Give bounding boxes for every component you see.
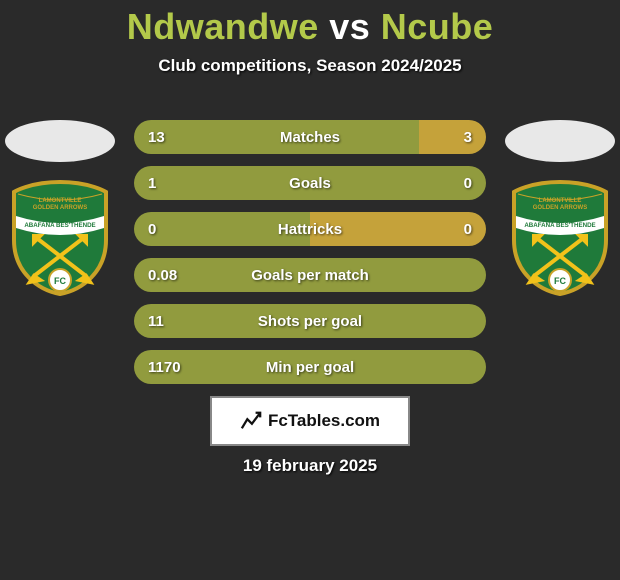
stat-row: 133Matches [134, 120, 486, 154]
brand-badge: FcTables.com [210, 396, 410, 446]
brand-text: FcTables.com [268, 411, 380, 431]
club-badge-right: LAMONTVILLE GOLDEN ARROWS ABAFANA BES'TH… [510, 180, 610, 296]
stat-label: Shots per goal [134, 313, 486, 330]
stat-label: Min per goal [134, 359, 486, 376]
svg-text:FC: FC [554, 276, 566, 286]
title-vs: vs [319, 6, 381, 47]
svg-text:FC: FC [54, 276, 66, 286]
date-line: 19 february 2025 [0, 456, 620, 476]
stat-row: 10Goals [134, 166, 486, 200]
club-badge-left: LAMONTVILLE GOLDEN ARROWS ABAFANA BES'TH… [10, 180, 110, 296]
stats-container: 133Matches 10Goals 00Hattricks 0.08Goals pe… [134, 120, 486, 384]
chart-icon [240, 410, 262, 432]
stat-label: Hattricks [134, 221, 486, 238]
title-player-left: Ndwandwe [127, 6, 319, 47]
stat-row: 0.08Goals per match [134, 258, 486, 292]
svg-text:LAMONTVILLE: LAMONTVILLE [539, 198, 582, 204]
stat-row: 1170Min per goal [134, 350, 486, 384]
svg-text:ABAFANA BES'THENDE: ABAFANA BES'THENDE [524, 222, 595, 229]
svg-text:GOLDEN ARROWS: GOLDEN ARROWS [33, 205, 87, 211]
stat-label: Matches [134, 129, 486, 146]
title-player-right: Ncube [381, 6, 494, 47]
page-title: Ndwandwe vs Ncube [0, 0, 620, 48]
avatar-placeholder-right [505, 120, 615, 162]
stat-row: 11Shots per goal [134, 304, 486, 338]
stat-label: Goals per match [134, 267, 486, 284]
player-column-left: LAMONTVILLE GOLDEN ARROWS ABAFANA BES'TH… [0, 120, 120, 296]
subtitle: Club competitions, Season 2024/2025 [0, 56, 620, 76]
svg-text:LAMONTVILLE: LAMONTVILLE [39, 198, 82, 204]
player-column-right: LAMONTVILLE GOLDEN ARROWS ABAFANA BES'TH… [500, 120, 620, 296]
svg-text:ABAFANA BES'THENDE: ABAFANA BES'THENDE [24, 222, 95, 229]
stat-row: 00Hattricks [134, 212, 486, 246]
svg-text:GOLDEN ARROWS: GOLDEN ARROWS [533, 205, 587, 211]
avatar-placeholder-left [5, 120, 115, 162]
stat-label: Goals [134, 175, 486, 192]
comparison-infographic: Ndwandwe vs Ncube Club competitions, Sea… [0, 0, 620, 580]
